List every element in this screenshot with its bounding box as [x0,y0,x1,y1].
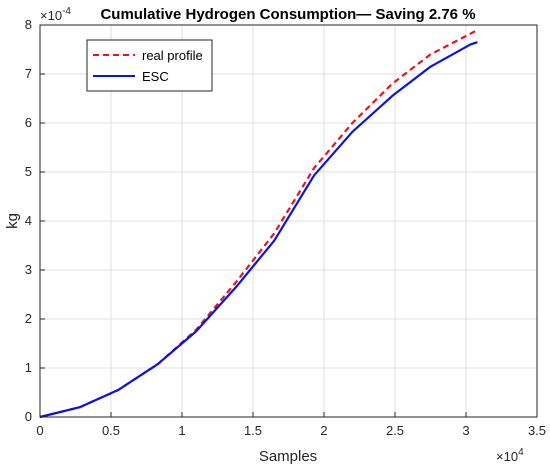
y-tick-label: 8 [25,17,32,32]
series-lines [39,28,478,419]
legend-label-real-profile: real profile [142,48,203,63]
x-axis-multiplier: ×104 [496,447,524,464]
y-axis-multiplier: ×10-4 [40,6,71,23]
y-tick-label: 3 [25,262,32,277]
y-axis-multiplier-exponent: -4 [62,6,71,17]
x-tick-label: 2 [320,423,327,438]
x-tick-label: 3 [462,423,469,438]
y-tick-label: 1 [25,360,32,375]
x-tick-label: 3.5 [528,423,546,438]
y-tick-label: 0 [25,409,32,424]
x-axis-multiplier-base: ×10 [496,449,518,464]
y-axis-label: kg [4,213,21,229]
series-line-esc [39,41,478,419]
y-tick-label: 7 [25,66,32,81]
y-tick-label: 4 [25,213,32,228]
x-axis-label: Samples [259,448,317,465]
x-tick-label: 1 [178,423,185,438]
y-tick-label: 6 [25,115,32,130]
x-tick-label: 0.5 [102,423,120,438]
chart-title: Cumulative Hydrogen Consumption— Saving … [100,6,475,23]
x-tick-label: 1.5 [244,423,262,438]
legend-label-esc: ESC [142,69,169,84]
legend-box [86,39,213,92]
legend: real profile ESC [86,39,213,92]
axis-ticks: 0 0.5 1 1.5 2 2.5 3 3.5 0 1 2 3 4 5 6 7 8 [25,17,546,438]
x-axis-multiplier-exponent: 4 [518,447,524,458]
x-tick-label: 0 [36,423,43,438]
y-tick-label: 5 [25,164,32,179]
x-tick-label: 2.5 [386,423,404,438]
y-tick-label: 2 [25,311,32,326]
y-axis-multiplier-base: ×10 [40,8,62,23]
